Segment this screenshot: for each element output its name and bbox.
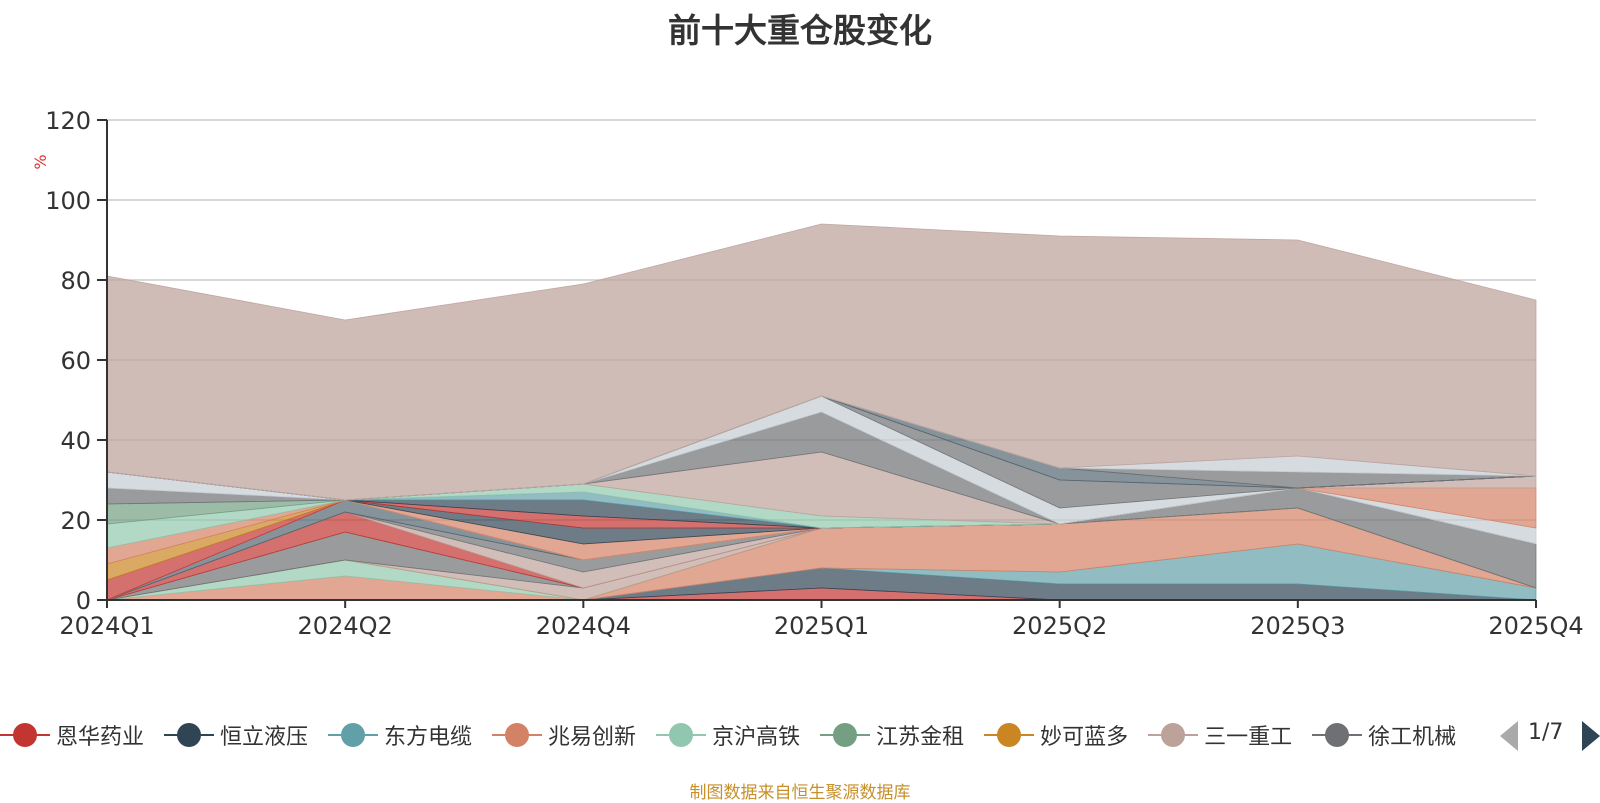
x-tick-label: 2024Q1: [59, 612, 154, 640]
legend-label: 恒立液压: [220, 725, 309, 750]
axes: 0 20 40 60 80 100 120 2024Q1 2024Q2 2024Q4 2025Q1 2…: [45, 107, 1583, 640]
legend-marker-icon: [164, 723, 215, 747]
legend-label: 恩华药业: [56, 725, 145, 750]
y-tick-label: 0: [76, 587, 91, 615]
legend-next-page-button[interactable]: [1582, 721, 1600, 751]
legend-marker-icon: [820, 723, 871, 747]
area-series-36: [106, 223, 1537, 501]
legend-prev-page-button[interactable]: [1500, 721, 1518, 751]
x-tick-label: 2024Q4: [536, 612, 631, 640]
legend-marker-icon: [1148, 723, 1199, 747]
legend-item[interactable]: 京沪高铁: [656, 714, 800, 756]
legend-item[interactable]: 恩华药业: [0, 714, 144, 756]
x-tick-label: 2024Q2: [298, 612, 393, 640]
legend-marker-icon: [0, 723, 50, 747]
x-tick-label: 2025Q2: [1012, 612, 1107, 640]
legend-marker-icon: [1312, 723, 1363, 747]
y-tick-label: 120: [45, 107, 91, 135]
x-tick-label: 2025Q3: [1250, 612, 1345, 640]
legend-item[interactable]: 三一重工: [1148, 714, 1292, 756]
chart-title: 前十大重仓股变化: [668, 11, 932, 50]
legend-marker-icon: [492, 723, 543, 747]
x-tick-label: 2025Q4: [1488, 612, 1583, 640]
legend-pager: 1/7: [1500, 718, 1600, 754]
legend-marker-icon: [656, 723, 707, 747]
stacked-areas: [106, 223, 1537, 601]
legend-item[interactable]: 江苏金租: [820, 714, 964, 756]
y-axis-unit-label: %: [31, 154, 50, 169]
source-note: 制图数据来自恒生聚源数据库: [689, 783, 911, 803]
y-tick-label: 20: [60, 507, 91, 535]
y-tick-label: 80: [60, 267, 91, 295]
legend: 恩华药业 恒立液压 东方电缆 兆易创新 京沪高铁 江苏金租 妙可蓝多 三一重工 徐工机械: [0, 714, 1480, 756]
legend-page-indicator: 1/7: [1528, 720, 1564, 745]
legend-label: 三一重工: [1204, 725, 1293, 750]
legend-item[interactable]: 徐工机械: [1312, 714, 1456, 756]
legend-label: 妙可蓝多: [1040, 725, 1129, 750]
legend-item[interactable]: 兆易创新: [492, 714, 636, 756]
legend-item[interactable]: 妙可蓝多: [984, 714, 1128, 756]
legend-item[interactable]: 恒立液压: [164, 714, 308, 756]
y-tick-label: 100: [45, 187, 91, 215]
legend-label: 江苏金租: [876, 725, 965, 750]
legend-label: 东方电缆: [384, 725, 473, 750]
legend-marker-icon: [328, 723, 379, 747]
legend-marker-icon: [984, 723, 1035, 747]
legend-label: 京沪高铁: [712, 725, 801, 750]
x-tick-label: 2025Q1: [774, 612, 869, 640]
legend-label: 徐工机械: [1368, 725, 1457, 750]
y-tick-label: 60: [60, 347, 91, 375]
legend-label: 兆易创新: [548, 725, 637, 750]
legend-item[interactable]: 东方电缆: [328, 714, 472, 756]
y-tick-label: 40: [60, 427, 91, 455]
